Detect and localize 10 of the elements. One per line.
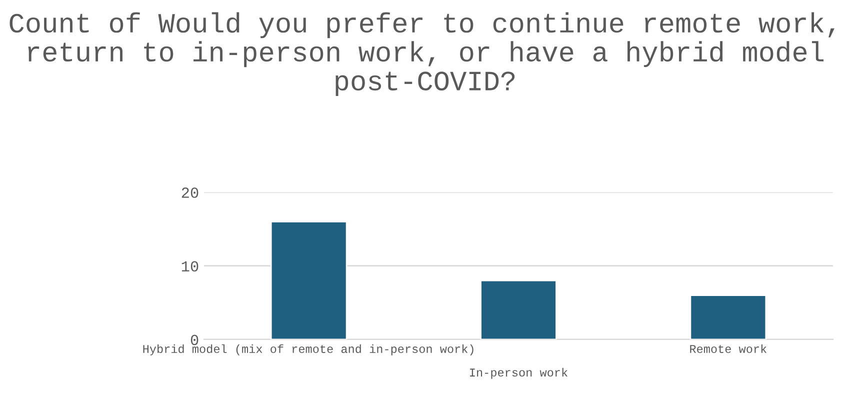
x-tick-label: In-person work	[470, 368, 568, 379]
bar	[270, 220, 348, 340]
x-tick-label: Hybrid model (mix of remote and in-person work)	[143, 344, 474, 356]
y-tick-label: 20	[182, 188, 198, 198]
bar	[480, 280, 557, 340]
y-tick-label: 10	[182, 261, 198, 272]
bar	[690, 294, 767, 340]
x-tick-label: Remote work	[690, 344, 767, 354]
chart-title: Count of Would you prefer to continue remote work, return to in-person work, or have a hybrid model post-COVID?	[10, 12, 834, 96]
y-tick-label: 0	[190, 334, 198, 346]
